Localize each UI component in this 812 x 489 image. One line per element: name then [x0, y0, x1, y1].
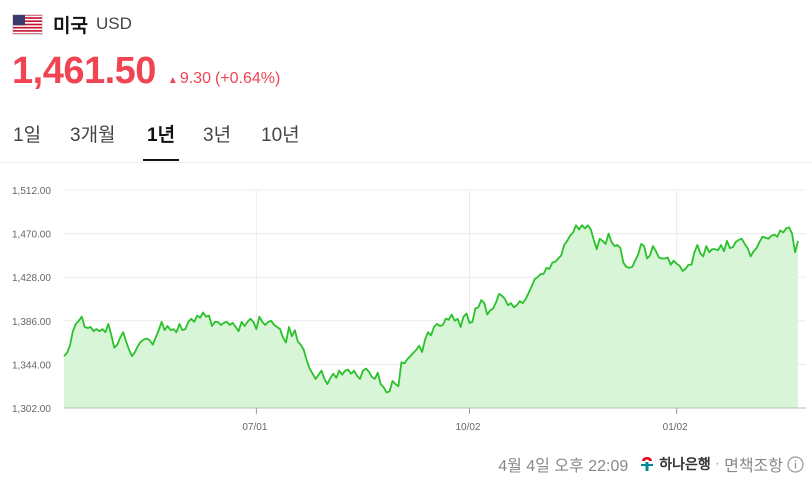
update-timestamp: 4월 4일 오후 22:09: [498, 458, 629, 475]
x-tick-label: 10/02: [455, 422, 480, 433]
country-name: 미국: [53, 15, 88, 37]
series-line: [63, 224, 799, 394]
separator-dot: ·: [714, 455, 721, 472]
hana-bank-logo-icon: [641, 457, 654, 471]
footer: 4월 4일 오후 22:09 하나은행 · 면책조항: [498, 452, 804, 476]
y-tick-label: 1,428.00: [12, 273, 51, 284]
tab-1year[interactable]: 1년: [143, 120, 180, 161]
bank-source: 하나은행: [638, 454, 711, 474]
y-tick-label: 1,302.00: [12, 404, 51, 415]
bank-name: 하나은행: [659, 456, 711, 472]
tab-10year[interactable]: 10년: [261, 125, 300, 146]
change-percent: (+0.64%): [214, 70, 281, 87]
instrument-header: 미국 USD: [12, 10, 132, 38]
x-tick-label: 01/02: [663, 422, 688, 433]
period-tabs: 1일 3개월 1년 3년 10년: [0, 112, 812, 163]
price-change: ▲ 9.30 (+0.64%): [168, 70, 280, 88]
quote: 1,461.50 ▲ 9.30 (+0.64%): [12, 50, 280, 93]
us-flag-icon: [12, 13, 43, 35]
tab-3month[interactable]: 3개월: [70, 125, 116, 146]
y-tick-label: 1,344.00: [12, 360, 51, 371]
disclaimer-link[interactable]: 면책조항: [724, 458, 783, 475]
y-tick-label: 1,470.00: [12, 230, 51, 241]
y-tick-label: 1,386.00: [12, 317, 51, 328]
price-value: 1,461.50: [12, 50, 156, 92]
exchange-rate-chart: 1,302.00 1,344.00 1,386.00 1,428.00 1,470.00…: [12, 186, 806, 433]
up-triangle-icon: ▲: [167, 75, 178, 86]
y-tick-label: 1,512.00: [12, 186, 51, 197]
change-value: 9.30: [179, 70, 211, 87]
currency-code: USD: [95, 14, 132, 33]
tab-1day[interactable]: 1일: [13, 125, 42, 146]
x-tick-label: 07/01: [242, 422, 267, 433]
area-fill: [64, 225, 798, 408]
tab-3year[interactable]: 3년: [203, 125, 232, 146]
info-icon[interactable]: [787, 455, 804, 473]
